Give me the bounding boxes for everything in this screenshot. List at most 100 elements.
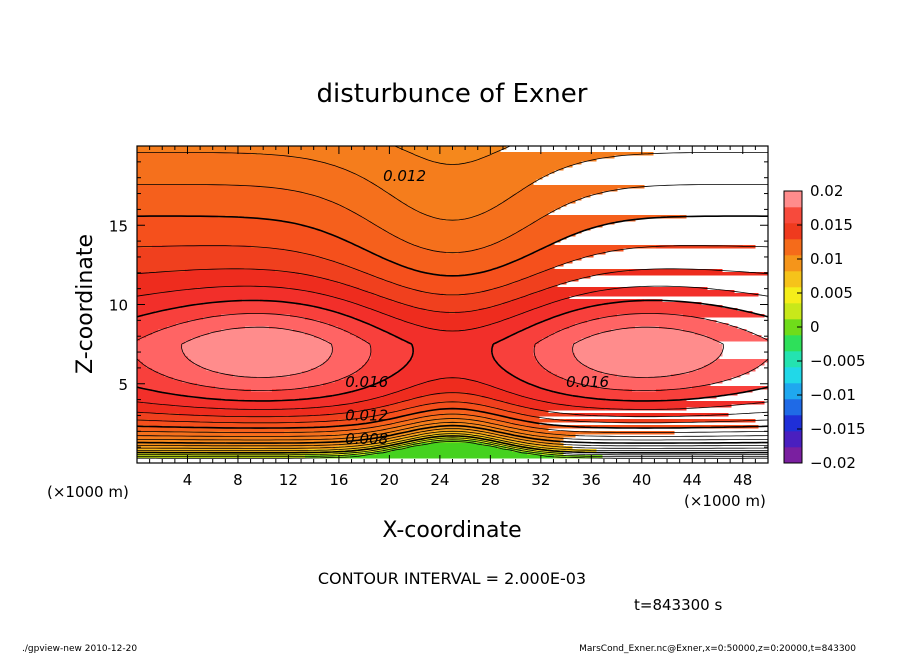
colorbar-tick-label: 0.01 [810, 250, 843, 268]
contour-band-cell [137, 362, 144, 366]
contour-band-cell [356, 449, 375, 453]
contour-band-cell [512, 233, 576, 237]
contour-band-cell [389, 446, 399, 450]
contour-band-cell [251, 152, 414, 156]
contour-band-cell [515, 332, 555, 336]
contour-band-cell [164, 374, 234, 378]
contour-band-cell [440, 437, 465, 441]
contour-band-cell [137, 410, 357, 414]
contour-band-cell [398, 371, 510, 375]
contour-band-cell [398, 446, 408, 450]
contour-band-cell [137, 395, 189, 399]
x-tick-label: 16 [329, 471, 348, 489]
contour-band-cell [137, 158, 312, 162]
contour-band-cell [344, 392, 393, 396]
contour-band-cell [371, 350, 414, 354]
contour-band-cell [389, 332, 516, 336]
contour-band-cell [404, 239, 504, 243]
colorbar-tick-label: −0.005 [810, 352, 866, 370]
contour-line [136, 215, 769, 429]
contour-band-cell [377, 326, 426, 330]
contour-line [137, 441, 768, 459]
contour-band-cell [521, 188, 618, 192]
contour-band-cell [497, 341, 540, 345]
x-unit-right: (×1000 m) [684, 492, 766, 510]
contour-band-cell [539, 218, 636, 222]
contour-band-cell [500, 431, 519, 435]
contour-band-cell [383, 329, 444, 333]
contour-band-cell [560, 392, 738, 396]
contour-band-cell [518, 377, 564, 381]
contour-band-cell [323, 338, 363, 342]
colorbar-tick-label: 0.02 [810, 182, 843, 200]
contour-band-cell [137, 302, 204, 306]
contour-band-cell [374, 407, 408, 411]
contour-band-cell [347, 314, 390, 318]
contour-band-cell [137, 446, 336, 450]
contour-band-cell [137, 263, 345, 267]
contour-band-cell [143, 314, 222, 318]
contour-band-cell [329, 341, 369, 345]
contour-band-cell [383, 278, 522, 282]
contour-band-cell [515, 281, 567, 285]
contour-band-cell [386, 230, 519, 234]
contour-band-cell [479, 308, 534, 312]
contour-band-cell [311, 368, 360, 372]
contour-band-cell [137, 260, 336, 264]
contour-band-cell [533, 398, 606, 402]
contour-band-cell [371, 308, 426, 312]
contour-band-cell [314, 254, 378, 258]
contour-band-cell [407, 341, 498, 345]
contour-band-cell [158, 329, 222, 333]
contour-band-cell [170, 290, 309, 294]
contour-band-cell [689, 371, 750, 375]
contour-label: 0.016 [566, 373, 609, 391]
contour-band-cell [272, 389, 357, 393]
contour-band-cell [413, 347, 492, 351]
contour-band-cell [371, 398, 411, 402]
contour-band-cell [137, 386, 216, 390]
contour-band-cell [137, 398, 222, 402]
contour-band-cell [698, 368, 756, 372]
contour-band-cell [587, 320, 717, 324]
contour-band-cell [428, 272, 477, 276]
y-tick-label: 5 [118, 376, 128, 394]
contour-band-cell [440, 401, 465, 405]
contour-band-cell [401, 302, 504, 306]
contour-band-cell [269, 218, 366, 222]
contour-band-cell [350, 284, 402, 288]
contour-band-cell [356, 410, 396, 414]
contour-band-cell [467, 425, 489, 429]
contour-band-cell [137, 401, 144, 405]
contour-band-cell [479, 158, 597, 162]
contour-band-cell [341, 437, 375, 441]
contour-band-cell [275, 269, 360, 273]
contour-band-cell [137, 221, 291, 225]
contour-band-cell [392, 422, 414, 426]
contour-band-cell [137, 182, 375, 186]
contour-band-cell [434, 422, 471, 426]
contour-band-cell [692, 386, 768, 390]
contour-band-cell [548, 401, 765, 405]
contour-band-cell [371, 434, 390, 438]
contour-band-cell [404, 428, 420, 432]
contour-band-cell [533, 350, 573, 354]
x-axis-label: X-coordinate [382, 518, 521, 543]
contour-band-cell [137, 365, 147, 369]
contour-band-cell [338, 281, 393, 285]
contour-band-cell [602, 371, 690, 375]
contour-band-cell [491, 443, 501, 447]
contour-band-cell [137, 377, 174, 381]
contour-band-cell [605, 272, 768, 276]
contour-band-cell [392, 233, 513, 237]
contour-band-cell [284, 431, 366, 435]
contour-band-cell [209, 332, 306, 336]
contour-band-cell [419, 440, 432, 444]
contour-band-cell [314, 194, 393, 198]
contour-band-cell [476, 272, 540, 276]
contour-band-cell [488, 209, 555, 213]
contour-band-cell [137, 371, 159, 375]
chart-title: disturbunce of Exner [317, 79, 588, 109]
contour-band-cell [332, 200, 402, 204]
contour-band-cell [137, 431, 231, 435]
